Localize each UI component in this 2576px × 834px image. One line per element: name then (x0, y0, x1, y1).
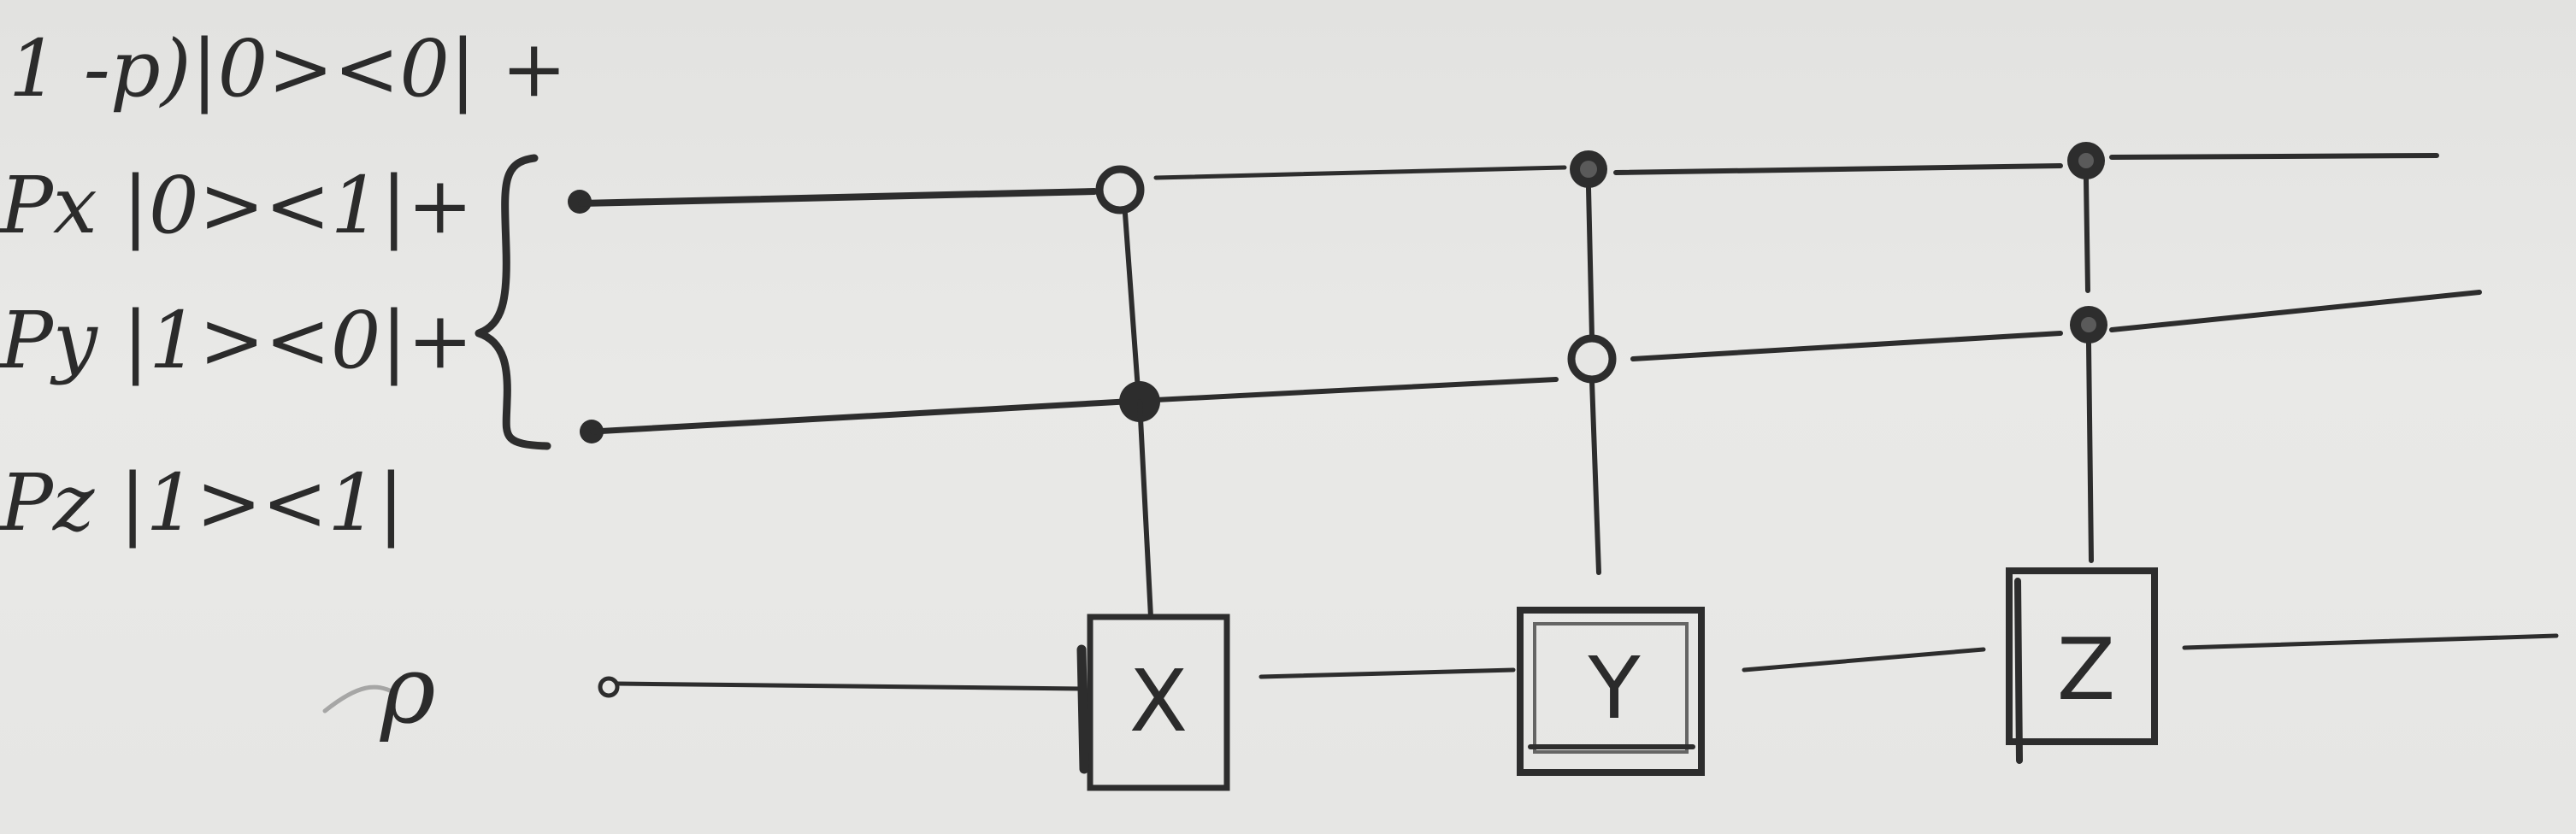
target-wire (598, 633, 2559, 698)
control-brace (475, 154, 551, 450)
kraus-term-2: Px |0><1|+ (0, 160, 473, 251)
open-control-dot (1567, 334, 1617, 384)
y-gate-label: Y (1587, 638, 1641, 738)
z-gate-box (2006, 567, 2158, 745)
control-wire-1 (568, 153, 2439, 214)
input-state-label: ρ (380, 635, 436, 744)
wire-start-dot (598, 676, 620, 698)
y-gate-box (1517, 607, 1705, 776)
kraus-term-3: Py |1><0|+ (0, 295, 473, 386)
x-gate-box (1087, 614, 1230, 791)
kraus-term-4: Pz |1><1| (0, 457, 404, 549)
z-gate-label: Z (2057, 620, 2116, 719)
controlled-z-gate: Z (2006, 142, 2158, 764)
x-gate-label: X (1129, 651, 1188, 751)
controlled-x-gate: X (1076, 165, 1230, 791)
open-control-dot (1095, 165, 1145, 214)
controlled-y-gate: Y (1517, 150, 1705, 776)
control-wire-2 (580, 290, 2482, 443)
kraus-term-1: 1 -p)|0><0| + (9, 23, 567, 115)
input-state: ρ (322, 635, 436, 744)
